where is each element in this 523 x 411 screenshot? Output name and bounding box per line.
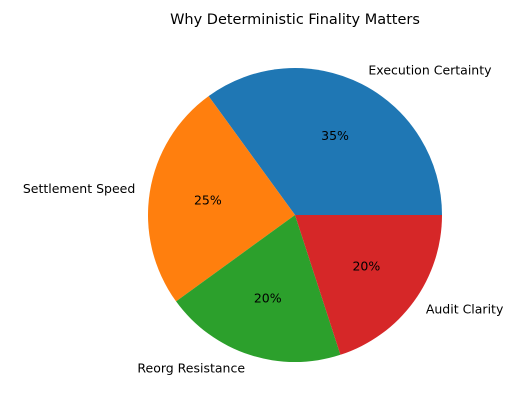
slice-label-3: Reorg Resistance (137, 360, 245, 375)
slice-percent-3: 20% (254, 290, 282, 305)
pie-slice-4 (295, 215, 442, 355)
pie-slice-1 (208, 68, 442, 216)
category-labels-group: Execution Certainty Settlement Speed Reorg… (23, 62, 504, 375)
percent-labels-group: 35% 25% 20% 20% (194, 128, 380, 305)
slice-label-4: Audit Clarity (426, 302, 504, 317)
slice-percent-1: 35% (321, 128, 349, 143)
slice-label-2: Settlement Speed (23, 181, 135, 196)
pie-slice-2 (148, 96, 295, 302)
slice-label-1: Execution Certainty (368, 62, 492, 77)
pie-slice-3 (176, 215, 341, 362)
chart-title: Why Deterministic Finality Matters (170, 12, 420, 28)
slices-group (148, 68, 442, 362)
slice-percent-4: 20% (352, 258, 380, 273)
slice-percent-2: 25% (194, 193, 222, 208)
